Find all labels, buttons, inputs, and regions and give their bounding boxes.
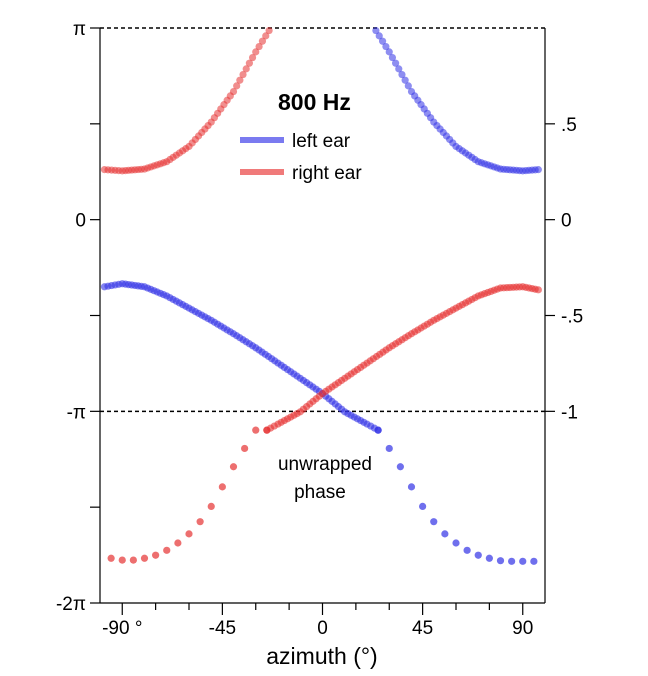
left-ear-wrapped-point: [401, 76, 409, 84]
x-tick-label: 45: [412, 618, 433, 639]
right-ear-unwrapped-point: [152, 551, 160, 559]
legend-label-right-ear: right ear: [292, 163, 362, 184]
left-ear-wrapped-point: [395, 65, 403, 73]
right-ear-wrapped-point: [265, 26, 273, 35]
x-tick-label: -90 °: [102, 618, 142, 639]
left-ear-unwrapped-point: [463, 546, 471, 554]
reference-lines: [100, 27, 545, 413]
right-ear-unwrapped-point: [241, 444, 249, 453]
right-tick-label: -.5: [561, 307, 583, 328]
x-axis-title: azimuth (°): [266, 643, 377, 669]
legend: 800 Hz left ear right ear: [240, 89, 362, 184]
left-ear-unwrapped-point: [452, 539, 460, 547]
right-ear-point: [534, 286, 542, 294]
annotation-line-2: phase: [294, 482, 346, 503]
chart-title: 800 Hz: [278, 89, 351, 115]
right-ear-unwrapped-point: [140, 554, 149, 562]
x-tick-label: 90: [512, 618, 533, 639]
x-tick-label: 0: [317, 618, 328, 639]
left-ear-unwrapped-point: [374, 426, 382, 434]
axes: π 0 -π -2π .5 0 -.5 -1 -90 ° -45 0 45 90: [56, 19, 583, 639]
left-ear-wrapped-point: [534, 166, 542, 174]
left-ear-unwrapped-point: [474, 551, 482, 559]
right-tick-label: 0: [561, 211, 572, 232]
legend-label-left-ear: left ear: [292, 131, 351, 152]
left-ear-unwrapped-point: [385, 444, 393, 453]
x-tick-label: -45: [209, 618, 236, 639]
left-ear-wrapped-point: [382, 42, 390, 51]
right-tick-label: .5: [561, 115, 577, 136]
right-tick-label: -1: [561, 402, 578, 423]
right-ear-wrapped-point: [248, 53, 257, 62]
right-ear-wrapped-point: [252, 48, 260, 56]
left-ear-unwrapped-point: [519, 557, 527, 565]
right-ear-unwrapped-point: [174, 539, 182, 547]
right-ear-wrapped-point: [258, 37, 267, 45]
left-ear-unwrapped-point: [396, 463, 404, 471]
right-ear-unwrapped-point: [218, 483, 226, 491]
left-ear-wrapped-point: [388, 53, 397, 62]
left-ear-wrapped-point: [372, 26, 380, 35]
left-ear-unwrapped-point: [407, 483, 416, 491]
right-ear-unwrapped-point: [107, 554, 115, 562]
left-ear-wrapped-point: [378, 37, 387, 45]
right-ear-unwrapped-point: [252, 426, 260, 434]
right-ear-wrapped-point: [262, 32, 270, 40]
left-ear-unwrapped-point: [485, 554, 493, 562]
left-ear-unwrapped-point: [530, 557, 538, 565]
left-tick-label: π: [73, 19, 86, 40]
right-ear-wrapped-point: [229, 87, 238, 96]
left-ear-unwrapped-point: [441, 530, 449, 538]
right-ear-wrapped-point: [239, 70, 247, 79]
right-ear-unwrapped-point: [207, 502, 215, 511]
right-ear-unwrapped-point: [196, 518, 204, 526]
right-ear-unwrapped-point: [129, 556, 137, 564]
right-ear-unwrapped-point: [118, 556, 126, 564]
left-ear-wrapped-point: [392, 59, 400, 67]
right-ear-wrapped-point: [242, 65, 250, 73]
right-ear-unwrapped-point: [185, 530, 193, 538]
left-ear-wrapped-point: [398, 70, 406, 79]
left-ear-unwrapped-point: [508, 557, 516, 565]
left-ear-wrapped-point: [404, 82, 412, 90]
left-tick-label: -π: [67, 402, 86, 423]
right-ear-wrapped-point: [236, 76, 244, 84]
left-ear-wrapped-point: [385, 48, 393, 56]
annotation-line-1: unwrapped: [278, 454, 372, 475]
left-ear-unwrapped-point: [496, 557, 505, 565]
left-ear-wrapped-point: [375, 32, 383, 40]
left-ear-unwrapped-point: [430, 518, 438, 526]
left-tick-label: -2π: [56, 594, 86, 615]
left-ear-unwrapped-point: [419, 502, 427, 511]
data-points: [100, 26, 542, 565]
right-ear-wrapped-point: [245, 59, 253, 67]
left-tick-label: 0: [75, 211, 86, 232]
right-ear-wrapped-point: [233, 82, 241, 90]
right-ear-wrapped-point: [255, 42, 263, 51]
right-ear-unwrapped-point: [229, 463, 238, 471]
right-ear-unwrapped-point: [163, 546, 171, 554]
right-ear-unwrapped-point: [263, 426, 271, 434]
